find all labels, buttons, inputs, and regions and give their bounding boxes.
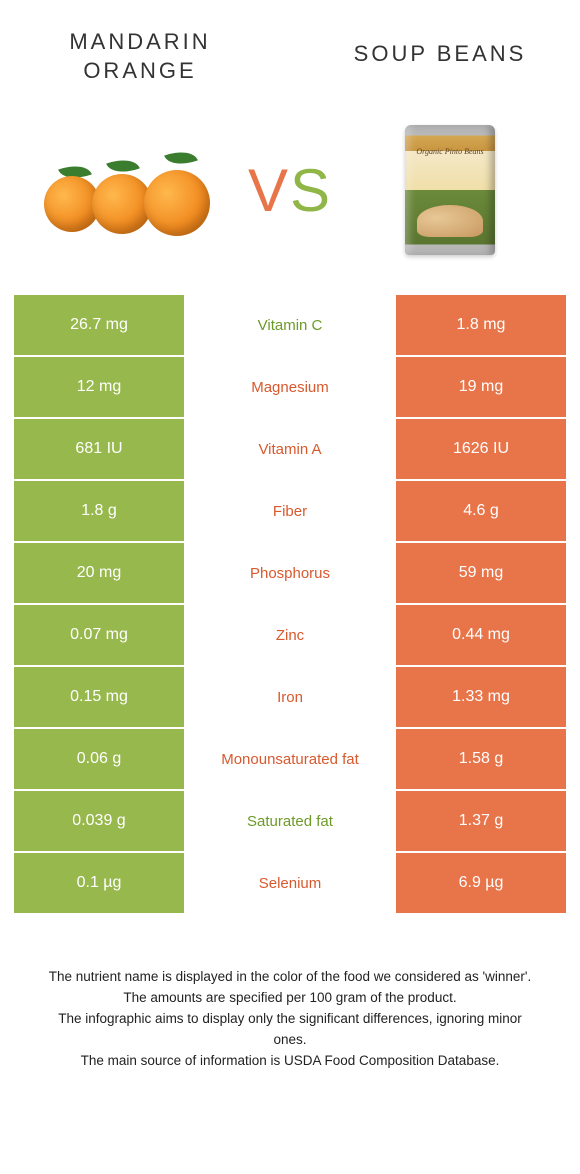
left-value: 1.8 g <box>14 481 184 541</box>
right-value: 4.6 g <box>396 481 566 541</box>
table-row: 1.8 gFiber4.6 g <box>14 481 566 541</box>
nutrient-label: Zinc <box>184 605 396 665</box>
right-value: 1.8 mg <box>396 295 566 355</box>
comparison-table: 26.7 mgVitamin C1.8 mg12 mgMagnesium19 m… <box>0 295 580 913</box>
table-row: 0.1 µgSelenium6.9 µg <box>14 853 566 913</box>
left-value: 0.15 mg <box>14 667 184 727</box>
title-right: SOUP BEANS <box>340 28 540 85</box>
table-row: 0.07 mgZinc0.44 mg <box>14 605 566 665</box>
table-row: 0.15 mgIron1.33 mg <box>14 667 566 727</box>
right-value: 1.37 g <box>396 791 566 851</box>
nutrient-label: Vitamin A <box>184 419 396 479</box>
can-label: Organic Pinto Beans <box>405 148 495 157</box>
nutrient-label: Vitamin C <box>184 295 396 355</box>
right-value: 59 mg <box>396 543 566 603</box>
table-row: 0.06 gMonounsaturated fat1.58 g <box>14 729 566 789</box>
image-row: VS Organic Pinto Beans <box>0 95 580 295</box>
left-value: 20 mg <box>14 543 184 603</box>
title-left: MANDARIN ORANGE <box>40 28 240 85</box>
table-row: 0.039 gSaturated fat1.37 g <box>14 791 566 851</box>
left-value: 0.039 g <box>14 791 184 851</box>
nutrient-label: Saturated fat <box>184 791 396 851</box>
left-value: 0.06 g <box>14 729 184 789</box>
footer-line: The nutrient name is displayed in the co… <box>40 967 540 988</box>
left-value: 26.7 mg <box>14 295 184 355</box>
nutrient-label: Iron <box>184 667 396 727</box>
nutrient-label: Monounsaturated fat <box>184 729 396 789</box>
left-value: 0.07 mg <box>14 605 184 665</box>
footer-line: The main source of information is USDA F… <box>40 1051 540 1072</box>
mandarin-image <box>40 120 220 260</box>
right-value: 6.9 µg <box>396 853 566 913</box>
left-value: 12 mg <box>14 357 184 417</box>
table-row: 26.7 mgVitamin C1.8 mg <box>14 295 566 355</box>
header: MANDARIN ORANGE SOUP BEANS <box>0 0 580 95</box>
left-value: 681 IU <box>14 419 184 479</box>
right-value: 0.44 mg <box>396 605 566 665</box>
footer-notes: The nutrient name is displayed in the co… <box>0 915 580 1072</box>
right-value: 1626 IU <box>396 419 566 479</box>
nutrient-label: Fiber <box>184 481 396 541</box>
beans-image: Organic Pinto Beans <box>360 120 540 260</box>
right-value: 1.58 g <box>396 729 566 789</box>
footer-line: The infographic aims to display only the… <box>40 1009 540 1051</box>
nutrient-label: Magnesium <box>184 357 396 417</box>
right-value: 1.33 mg <box>396 667 566 727</box>
table-row: 12 mgMagnesium19 mg <box>14 357 566 417</box>
vs-label: VS <box>248 156 332 225</box>
table-row: 681 IUVitamin A1626 IU <box>14 419 566 479</box>
left-value: 0.1 µg <box>14 853 184 913</box>
nutrient-label: Selenium <box>184 853 396 913</box>
right-value: 19 mg <box>396 357 566 417</box>
table-row: 20 mgPhosphorus59 mg <box>14 543 566 603</box>
nutrient-label: Phosphorus <box>184 543 396 603</box>
footer-line: The amounts are specified per 100 gram o… <box>40 988 540 1009</box>
